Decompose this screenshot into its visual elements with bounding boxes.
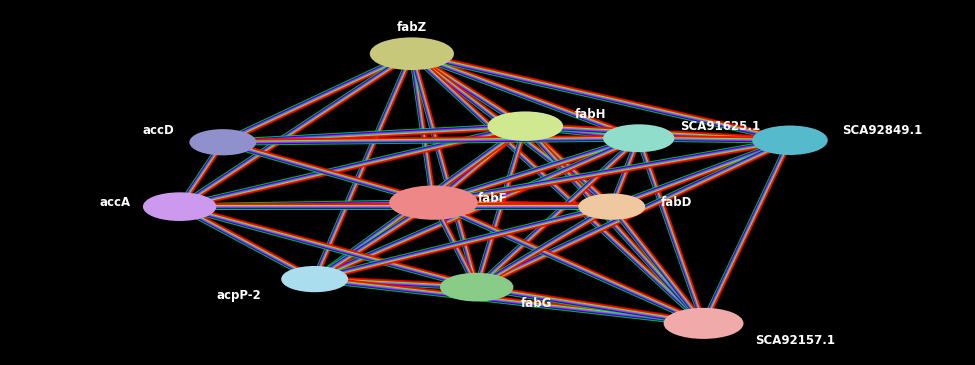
Circle shape: [604, 125, 674, 151]
Circle shape: [390, 187, 477, 219]
Circle shape: [579, 195, 644, 219]
Circle shape: [370, 38, 453, 69]
Circle shape: [282, 267, 347, 291]
Circle shape: [754, 127, 827, 154]
Text: SCA91625.1: SCA91625.1: [680, 120, 760, 132]
Text: accD: accD: [142, 124, 174, 137]
Text: fabF: fabF: [478, 192, 508, 205]
Circle shape: [665, 309, 742, 338]
Text: SCA92157.1: SCA92157.1: [756, 334, 836, 347]
Circle shape: [441, 274, 512, 300]
Text: fabG: fabG: [521, 297, 552, 310]
Text: accA: accA: [99, 196, 131, 209]
Text: fabD: fabD: [661, 196, 692, 209]
Circle shape: [190, 130, 255, 154]
Text: fabH: fabH: [574, 108, 605, 120]
Circle shape: [144, 193, 215, 220]
Text: fabZ: fabZ: [397, 21, 427, 34]
Text: SCA92849.1: SCA92849.1: [841, 124, 922, 137]
Text: acpP-2: acpP-2: [216, 289, 261, 302]
Circle shape: [488, 112, 562, 140]
